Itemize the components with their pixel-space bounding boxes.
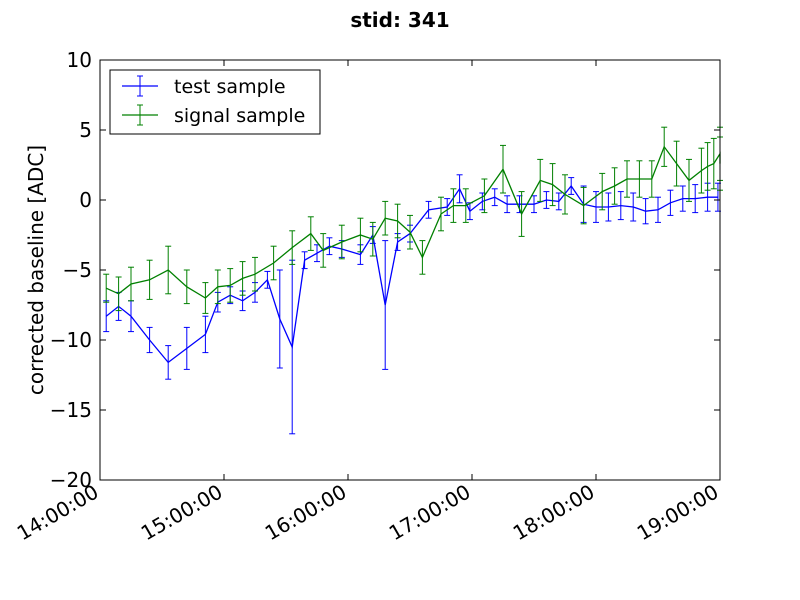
y-tick-label: 5 (79, 118, 92, 142)
series-test-sample (103, 174, 721, 435)
series-line (105, 184, 718, 364)
plot-area (103, 126, 723, 435)
legend-box (109, 69, 321, 135)
x-tick-label: 17:00:00 (385, 480, 475, 546)
chart-title: stid: 341 (350, 8, 449, 32)
series-signal-sample (103, 126, 723, 314)
x-tick-label: 18:00:00 (509, 480, 599, 546)
y-tick-label: 0 (79, 188, 92, 212)
x-tick-label: 15:00:00 (137, 480, 227, 546)
y-tick-label: −20 (50, 468, 92, 492)
legend: test sample signal sample (109, 69, 321, 135)
y-axis-label: corrected baseline [ADC] (24, 145, 48, 395)
y-tick-label: −10 (50, 328, 92, 352)
series-line (105, 145, 721, 299)
y-tick-label: −5 (63, 258, 92, 282)
legend-entry: signal sample (122, 104, 305, 127)
y-tick-label: −15 (50, 398, 92, 422)
x-tick-label: 16:00:00 (261, 480, 351, 546)
y-tick-label: 10 (67, 48, 92, 72)
legend-label: signal sample (174, 105, 305, 127)
legend-entry: test sample (122, 75, 286, 98)
legend-label: test sample (174, 76, 286, 98)
plot-frame (99, 59, 721, 481)
x-tick-label: 19:00:00 (633, 480, 723, 546)
